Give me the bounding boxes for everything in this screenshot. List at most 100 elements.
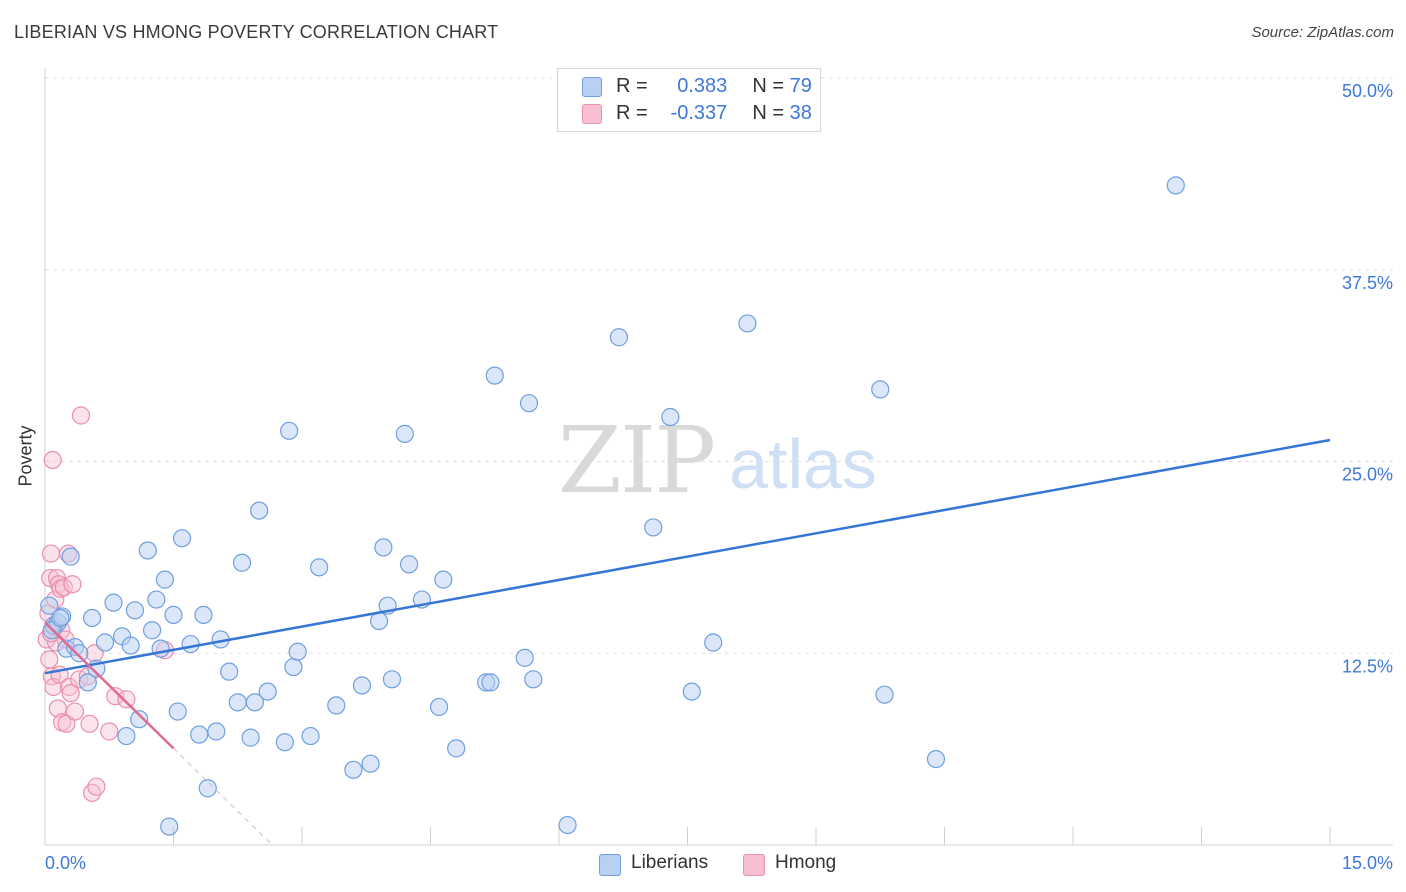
liberian-point — [194, 605, 213, 625]
liberian-point — [232, 553, 252, 572]
hmong-point — [41, 544, 61, 563]
liberian-point — [434, 570, 453, 589]
r-label: R = — [616, 102, 648, 124]
liberian-point — [168, 702, 187, 721]
r-value: -0.337 — [670, 102, 728, 124]
liberian-point — [160, 817, 179, 836]
hmong-point — [65, 702, 85, 721]
hmong-point — [43, 450, 62, 470]
liberian-point — [117, 726, 136, 746]
watermark: ZIP atlas — [558, 407, 877, 514]
liberian-point — [481, 673, 500, 692]
liberian-point — [704, 633, 723, 652]
liberian-point — [125, 601, 145, 620]
liberian-point — [871, 380, 890, 399]
liberian-point — [485, 366, 504, 385]
y-tick-label: 37.5% — [1342, 273, 1393, 293]
liberian-point — [147, 590, 166, 609]
liberian-point — [40, 596, 59, 615]
hmong-swatch — [582, 104, 602, 124]
liberians-legend-label: Liberians — [631, 852, 709, 873]
hmong-point — [40, 650, 59, 669]
liberian-point — [155, 570, 175, 589]
liberian-point — [172, 529, 192, 548]
liberian-point — [1166, 176, 1185, 195]
n-label: N = — [752, 102, 785, 124]
liberian-point — [207, 722, 226, 741]
axes — [44, 68, 1393, 846]
liberian-point — [310, 558, 329, 577]
liberian-point — [130, 710, 149, 729]
liberian-point — [519, 394, 539, 413]
hmong-legend-swatch — [743, 854, 765, 876]
y-axis-label-text: Poverty — [15, 425, 36, 487]
liberian-point — [644, 518, 663, 537]
liberian-point — [374, 538, 393, 557]
liberian-point — [245, 693, 264, 712]
liberian-point — [51, 608, 70, 628]
liberian-point — [138, 541, 157, 560]
hmong-point — [48, 699, 67, 718]
liberian-point — [190, 725, 209, 744]
watermark-atlas: atlas — [729, 425, 877, 503]
liberian-point — [344, 760, 363, 779]
hmong-legend-label: Hmong — [775, 852, 837, 873]
liberians-trendline — [44, 438, 1331, 675]
tick-labels: 12.5% 25.0% 37.5% 50.0% 0.0% 15.0% — [45, 81, 1393, 873]
liberian-point — [164, 605, 183, 625]
liberian-point — [95, 633, 115, 652]
chart-title: LIBERIAN VS HMONG POVERTY CORRELATION CH… — [14, 22, 499, 42]
liberian-point — [682, 682, 701, 701]
hmong-point — [57, 714, 76, 733]
x-tick-label: 15.0% — [1342, 853, 1393, 873]
liberian-point — [275, 733, 294, 752]
liberian-point — [447, 739, 466, 758]
y-axis-label: Poverty — [16, 425, 37, 486]
liberian-point — [121, 636, 140, 655]
liberians-swatch — [582, 77, 602, 97]
liberian-point — [661, 407, 680, 427]
liberian-point — [61, 547, 80, 566]
liberian-point — [399, 555, 419, 574]
source-label: Source: ZipAtlas.com — [1251, 24, 1394, 41]
x-tick-label: 0.0% — [45, 853, 86, 873]
liberian-point — [280, 421, 299, 440]
hmong-point — [61, 684, 80, 703]
liberian-point — [370, 611, 389, 631]
liberian-point — [220, 662, 239, 681]
r-label: R = — [616, 75, 648, 97]
liberian-point — [875, 685, 894, 704]
correlation-legend: R = 0.383 N = 79 R = -0.337 N = 38 — [557, 68, 821, 132]
liberian-point — [609, 328, 629, 347]
hmong-point — [100, 722, 119, 741]
legend-row-hmong-text: R = -0.337 N = 38 — [616, 102, 812, 125]
liberian-point — [250, 501, 269, 520]
legend-row-liberians-text: R = 0.383 N = 79 — [616, 75, 812, 98]
liberian-point — [395, 424, 414, 443]
liberian-point — [429, 697, 449, 717]
liberian-point — [104, 593, 123, 612]
liberian-point — [382, 670, 402, 689]
liberian-point — [142, 621, 162, 640]
liberian-point — [228, 693, 247, 712]
liberian-point — [241, 728, 260, 747]
liberian-point — [327, 696, 346, 715]
hmong-point — [71, 406, 91, 425]
y-tick-label: 50.0% — [1342, 81, 1393, 101]
liberian-point — [515, 648, 534, 667]
liberian-point — [738, 314, 757, 333]
liberian-point — [151, 639, 170, 658]
liberians-legend-swatch — [599, 854, 621, 876]
liberian-point — [524, 670, 543, 689]
n-label: N = — [752, 75, 785, 97]
liberian-point — [258, 682, 277, 701]
liberian-point — [352, 676, 372, 695]
liberian-point — [558, 815, 577, 835]
liberian-point — [926, 749, 946, 769]
liberian-point — [181, 634, 200, 654]
r-value: 0.383 — [677, 75, 728, 97]
n-value: 79 — [789, 75, 812, 97]
hmong-point — [106, 687, 125, 706]
hmong-point — [63, 575, 82, 594]
